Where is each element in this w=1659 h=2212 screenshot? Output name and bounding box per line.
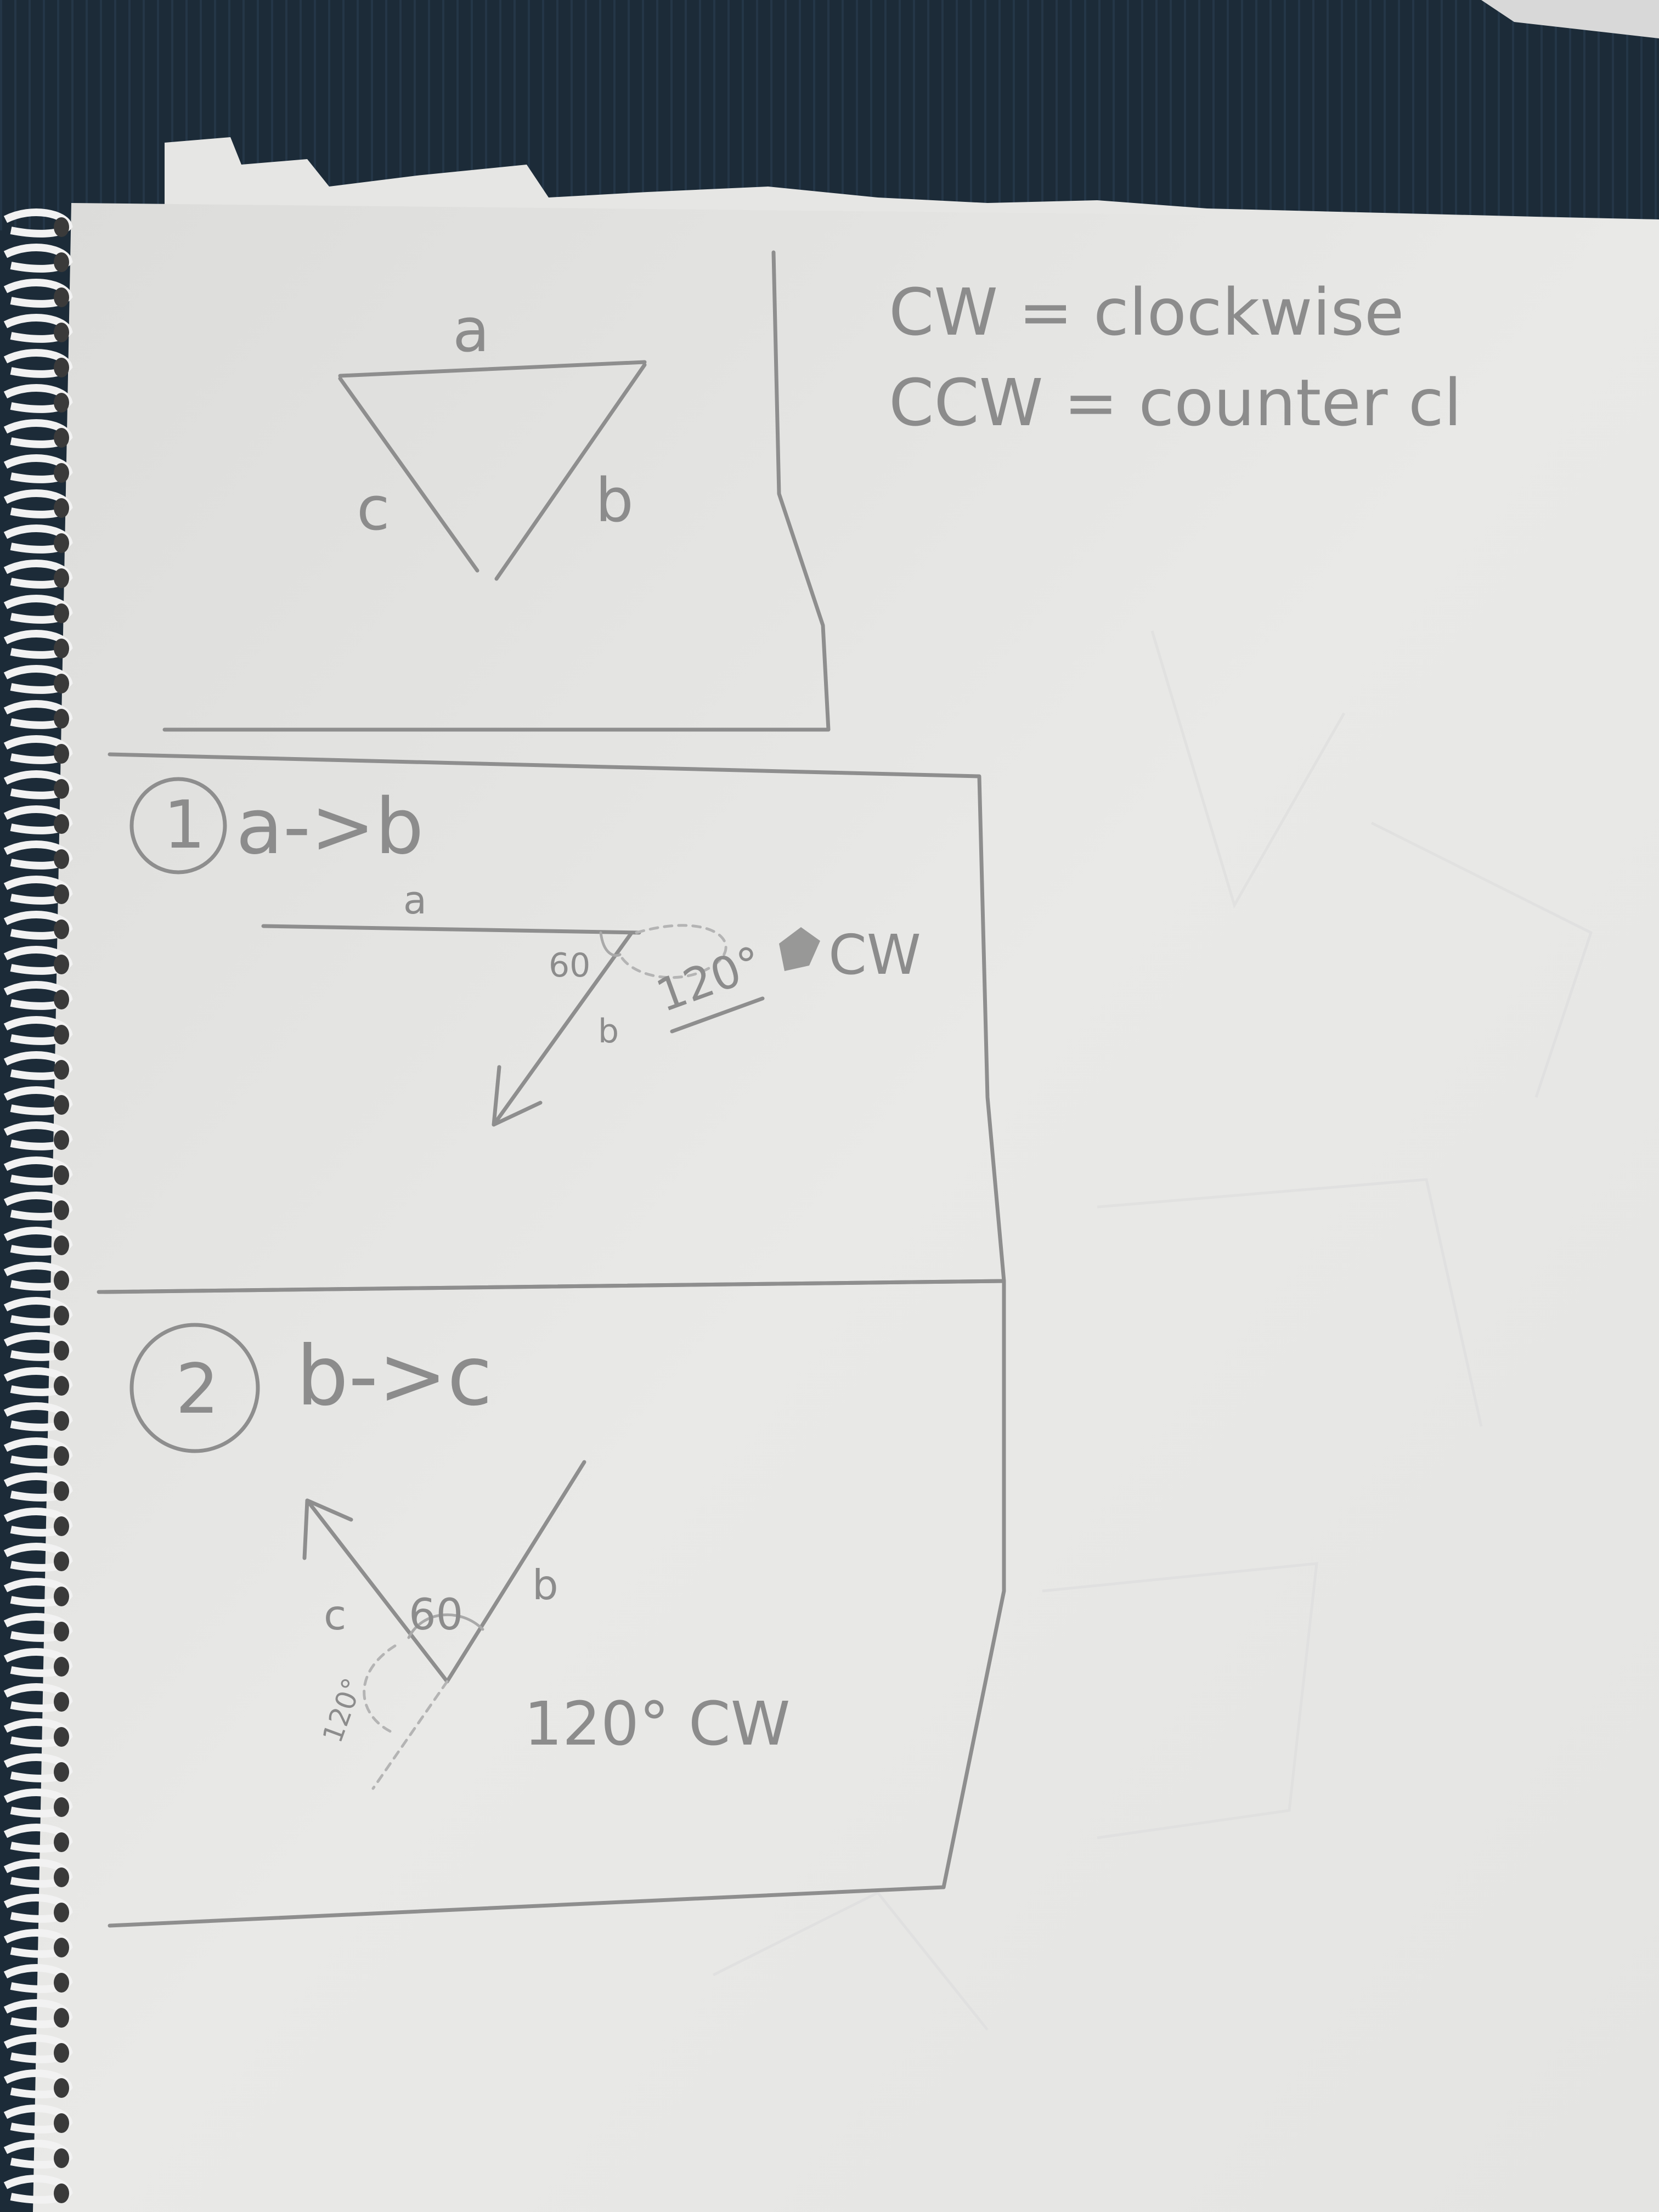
- binding-hole: [54, 1973, 69, 1993]
- step2-box: 2 b->c b c 60 120° 120° CW: [102, 1279, 1006, 1928]
- step1-angle-arc: [599, 931, 622, 957]
- step1-label-a: a: [403, 878, 427, 923]
- binding-hole: [54, 990, 69, 1009]
- step1-vector-b: [492, 932, 633, 1127]
- binding-hole: [54, 1200, 69, 1220]
- binding-hole: [54, 428, 69, 448]
- binding-hole: [54, 463, 69, 483]
- binding-hole: [54, 1657, 69, 1677]
- binding-hole: [54, 252, 69, 272]
- binding-hole: [54, 1060, 69, 1080]
- binding-hole: [54, 2148, 69, 2168]
- step1-angle-inner: 60: [549, 946, 590, 985]
- binding-hole: [54, 1622, 69, 1641]
- triangle-label-b: b: [595, 465, 634, 535]
- binding-hole: [54, 1235, 69, 1255]
- triangle-label-a: a: [453, 295, 489, 365]
- binding-hole: [54, 674, 69, 693]
- notebook-page: [33, 203, 1659, 2212]
- binding-hole: [54, 1481, 69, 1501]
- binding-hole: [54, 1411, 69, 1431]
- step1-heading: a->b: [236, 782, 424, 872]
- box-border: [162, 250, 831, 732]
- binding-hole: [54, 287, 69, 307]
- binding-hole: [54, 1516, 69, 1536]
- step2-vector-c: [302, 1498, 449, 1684]
- binding-hole: [54, 1271, 69, 1290]
- binding-hole: [54, 709, 69, 729]
- step1-number: 1: [163, 787, 205, 864]
- binding-hole: [54, 1938, 69, 1957]
- paper-corner-top-right: [1481, 0, 1659, 38]
- binding-hole: [54, 603, 69, 623]
- binding-hole: [54, 1095, 69, 1115]
- binding-hole: [54, 1762, 69, 1782]
- step2-label-b: b: [532, 1561, 558, 1609]
- binding-hole: [54, 1130, 69, 1150]
- binding-hole: [54, 1832, 69, 1852]
- binding-hole: [54, 639, 69, 658]
- binding-hole: [54, 1025, 69, 1045]
- binding-hole: [54, 955, 69, 974]
- binding-hole: [54, 1903, 69, 1922]
- step1-scribble: [779, 927, 820, 971]
- binding-hole: [54, 217, 69, 237]
- binding-hole: [54, 498, 69, 518]
- binding-hole: [54, 1587, 69, 1606]
- legend-ccw-line: CCW = counter cl: [889, 365, 1462, 441]
- binding-hole: [54, 358, 69, 377]
- step2-extension: [371, 1680, 449, 1790]
- binding-hole: [54, 2008, 69, 2028]
- binding-hole: [54, 1727, 69, 1747]
- step2-angle-arc: [407, 1613, 484, 1639]
- binding-hole: [54, 568, 69, 588]
- binding-hole: [54, 884, 69, 904]
- binding-hole: [54, 1446, 69, 1466]
- binding-hole: [54, 323, 69, 342]
- step2-label-c: c: [324, 1591, 346, 1639]
- ghost-marks: [712, 630, 1593, 2031]
- binding-hole: [54, 1551, 69, 1571]
- spiral-binding: [3, 208, 73, 2204]
- binding-hole: [54, 393, 69, 413]
- binding-hole: [54, 1165, 69, 1185]
- triangle-label-c: c: [357, 473, 390, 544]
- step1-angle-underline: [670, 996, 765, 1034]
- legend-cw-line: CW = clockwise: [889, 274, 1404, 350]
- step2-number: 2: [176, 1350, 219, 1429]
- step1-label-b: b: [598, 1012, 619, 1051]
- binding-hole: [54, 2043, 69, 2063]
- binding-hole: [54, 779, 69, 799]
- binding-hole: [54, 1341, 69, 1361]
- binding-hole: [54, 533, 69, 553]
- triangle: [338, 360, 647, 581]
- binding-hole: [54, 2078, 69, 2098]
- binding-hole: [54, 919, 69, 939]
- binding-hole: [54, 1376, 69, 1396]
- binding-hole: [54, 2183, 69, 2203]
- step2-angle-inner: 60: [409, 1590, 463, 1640]
- triangle-box: a b c: [162, 250, 831, 732]
- step1-turn-arc: [618, 924, 727, 979]
- step2-turn-arc: [363, 1644, 397, 1735]
- step1-line-a: [261, 924, 641, 935]
- box-border: [102, 1279, 1006, 1928]
- step2-angle-turn: 120° CW: [524, 1689, 791, 1759]
- step2-number-circle: [129, 1323, 260, 1453]
- step2-line-b: [445, 1460, 586, 1684]
- legend: CW = clockwise CCW = counter cl: [889, 274, 1462, 441]
- binding-hole: [54, 1867, 69, 1887]
- binding-hole: [54, 2113, 69, 2133]
- binding-hole: [54, 849, 69, 869]
- binding-hole: [54, 1692, 69, 1712]
- step1-direction: CW: [828, 923, 921, 987]
- binding-hole: [54, 814, 69, 834]
- binding-hole: [54, 744, 69, 764]
- step1-number-circle: [129, 777, 227, 874]
- binding-hole: [54, 1797, 69, 1817]
- step2-heading: b->c: [296, 1329, 493, 1424]
- binding-hole: [54, 1306, 69, 1325]
